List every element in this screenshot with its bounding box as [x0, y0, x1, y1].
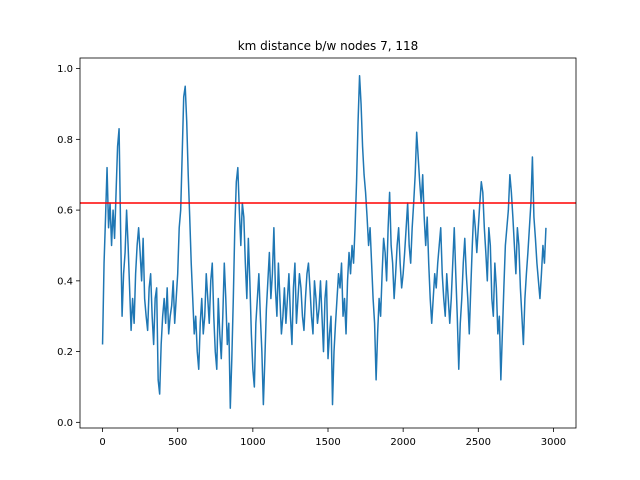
y-axis-ticks: 0.0 0.2 0.4 0.6 0.8 1.0: [57, 64, 80, 429]
y-tick-label: 0.4: [57, 276, 73, 287]
x-tick-label: 0: [99, 437, 105, 448]
plot-area: [80, 74, 576, 409]
x-axis-ticks: 0 500 1000 1500 2000 2500 3000: [99, 428, 566, 448]
x-tick-label: 1500: [315, 437, 340, 448]
x-tick-label: 1000: [240, 437, 265, 448]
y-tick-label: 0.8: [57, 135, 73, 146]
y-tick-label: 0.0: [57, 418, 73, 429]
chart-title: km distance b/w nodes 7, 118: [238, 39, 419, 53]
series-line-0: [101, 74, 547, 409]
y-tick-label: 1.0: [57, 64, 73, 75]
x-tick-label: 2500: [466, 437, 491, 448]
axes-frame: [79, 57, 577, 429]
x-tick-label: 500: [168, 437, 187, 448]
y-tick-label: 0.2: [57, 347, 73, 358]
x-tick-label: 2000: [390, 437, 415, 448]
y-tick-label: 0.6: [57, 206, 73, 217]
series-layer: [101, 74, 547, 409]
x-tick-label: 3000: [541, 437, 566, 448]
